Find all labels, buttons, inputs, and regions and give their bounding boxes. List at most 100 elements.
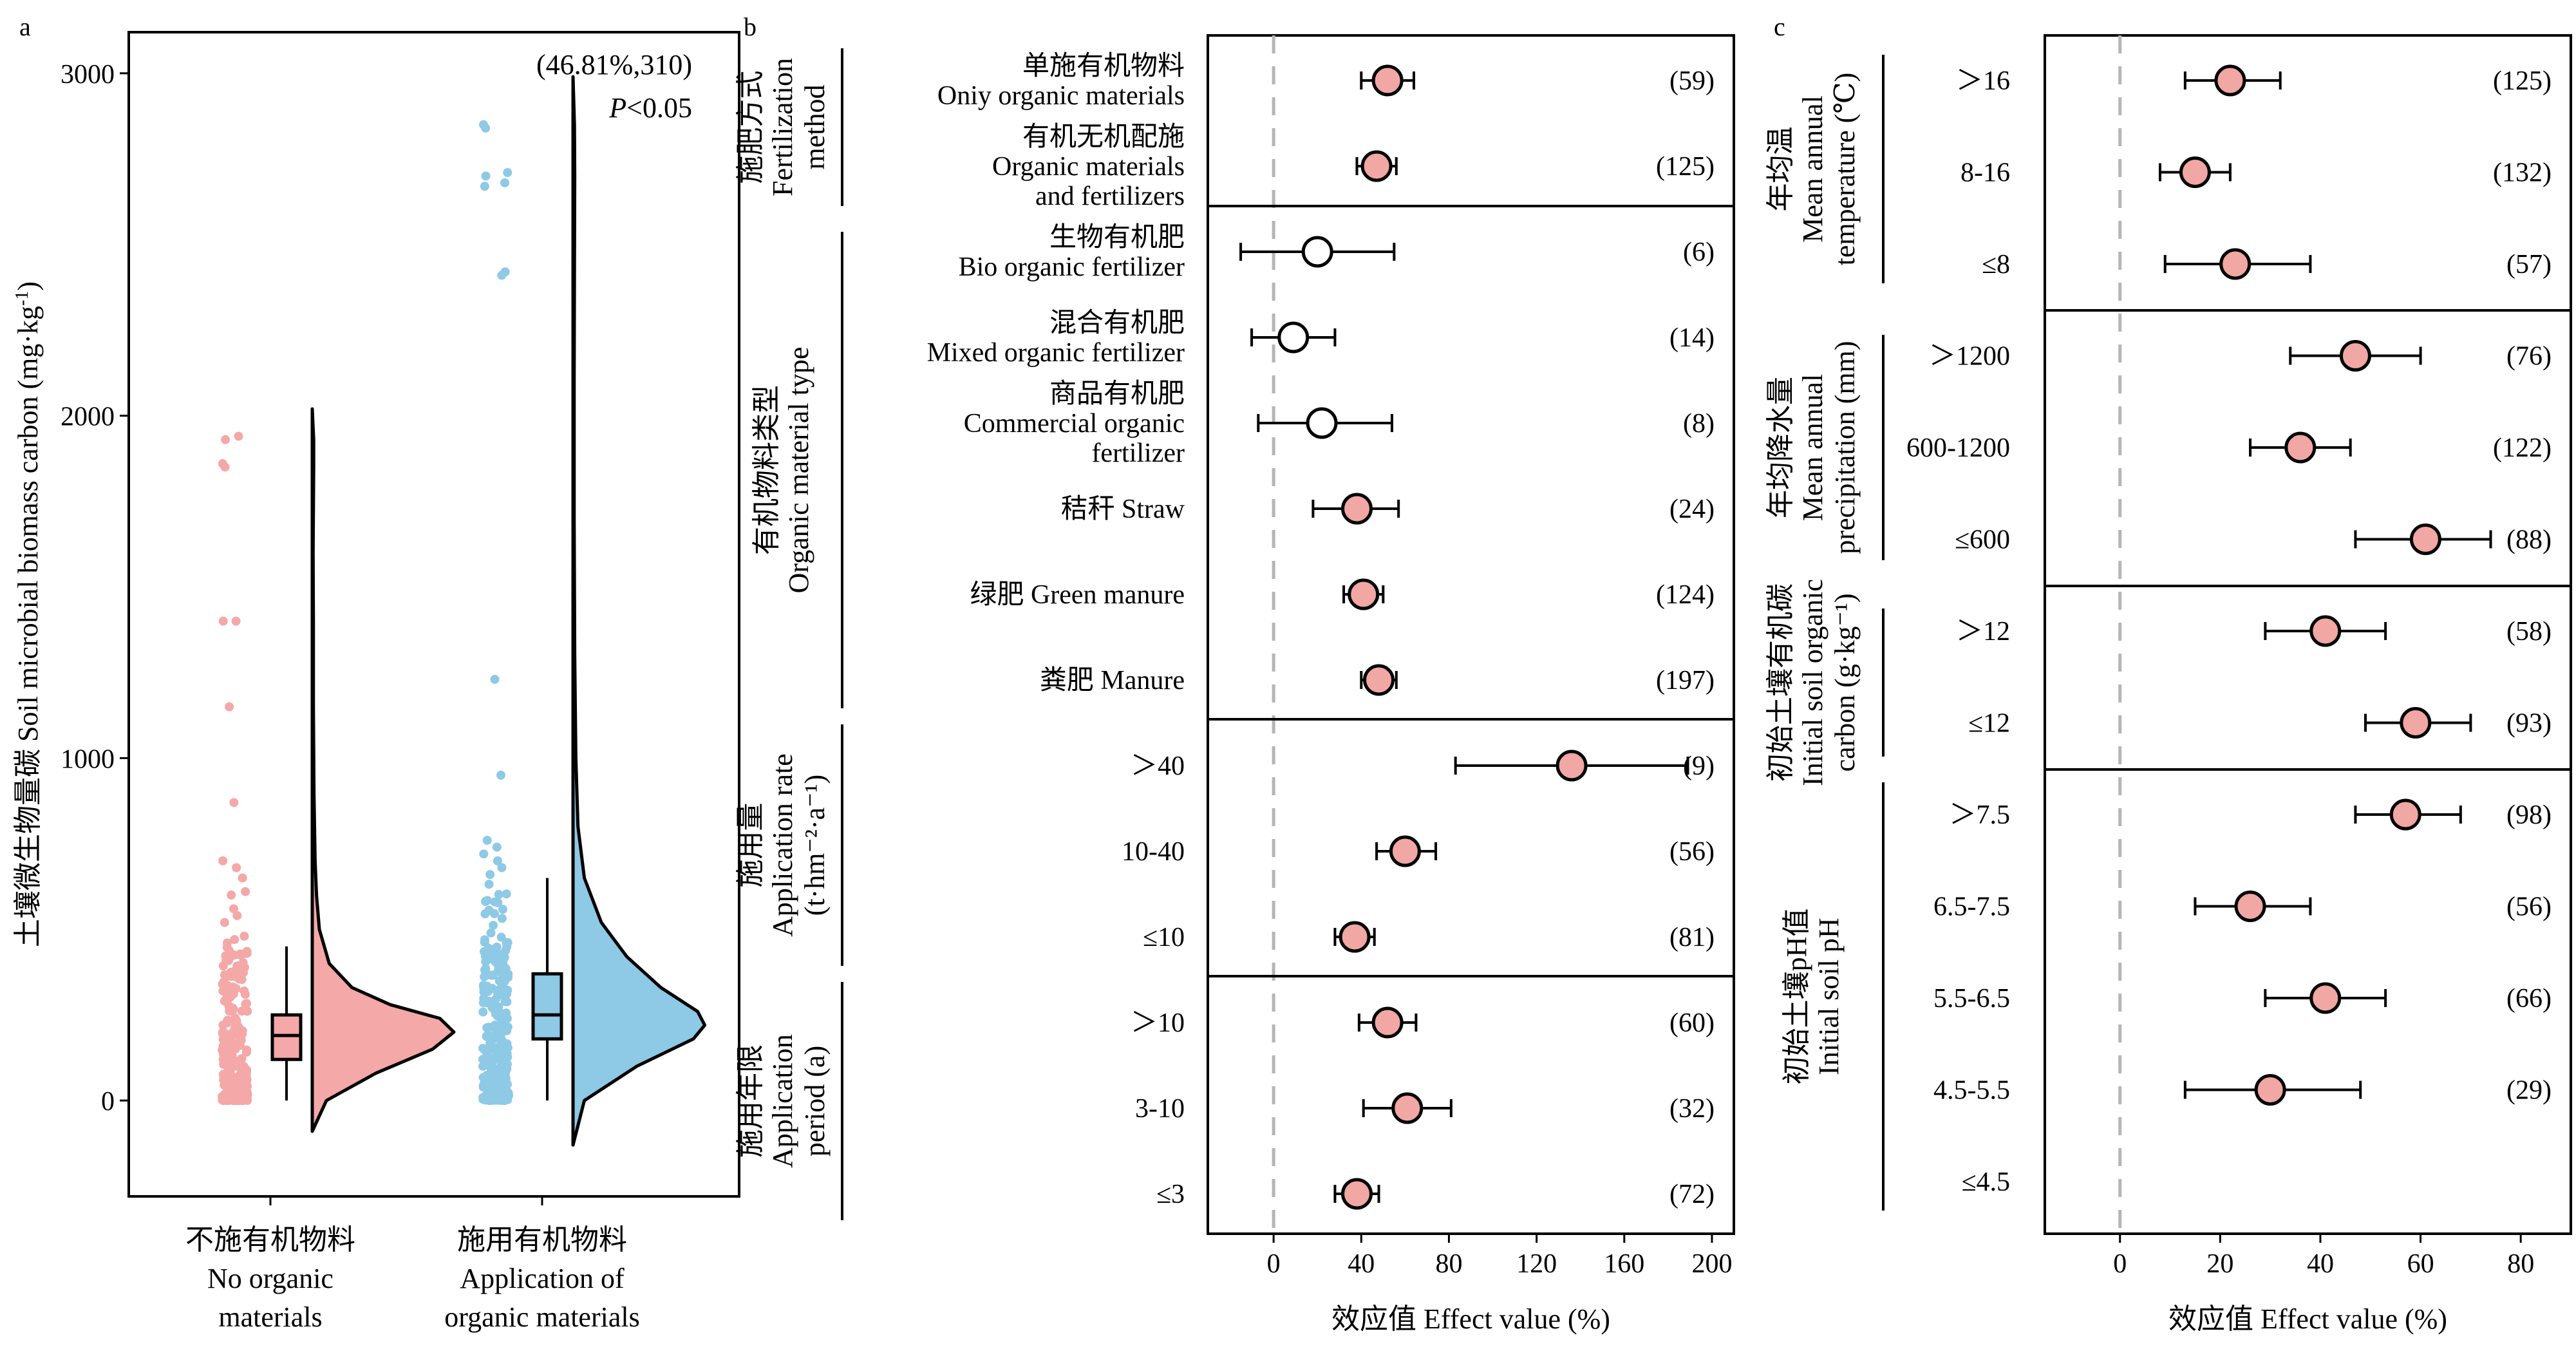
data-point bbox=[240, 990, 250, 999]
row-label: 商品有机肥 bbox=[1049, 379, 1185, 409]
panel-label: c bbox=[1774, 12, 1785, 41]
data-point bbox=[502, 1064, 512, 1073]
data-point bbox=[478, 1055, 488, 1064]
data-point bbox=[490, 897, 500, 907]
annotation-text: (46.81%,310) bbox=[536, 49, 692, 80]
row-label: 8-16 bbox=[1960, 158, 2010, 188]
effect-point bbox=[2179, 156, 2211, 188]
sample-size-label: (76) bbox=[2506, 342, 2552, 372]
sample-size-label: (14) bbox=[1669, 323, 1715, 353]
data-point bbox=[503, 168, 512, 178]
data-point bbox=[222, 938, 232, 948]
effect-point bbox=[1340, 493, 1373, 525]
data-point bbox=[482, 1032, 491, 1041]
data-point bbox=[480, 1095, 490, 1105]
x-tick-label: 80 bbox=[1435, 1249, 1462, 1279]
row-label: ≤8 bbox=[1982, 250, 2010, 279]
x-tick-label: 200 bbox=[1691, 1249, 1732, 1279]
data-point bbox=[489, 909, 499, 918]
row-label: ≤12 bbox=[1968, 709, 2010, 739]
y-axis-title-end: ) bbox=[12, 281, 44, 291]
data-point bbox=[225, 948, 234, 958]
data-point bbox=[221, 435, 230, 444]
row-label: and fertilizers bbox=[1035, 182, 1185, 211]
data-point bbox=[498, 905, 507, 914]
row-label: 3-10 bbox=[1135, 1094, 1185, 1124]
effect-point bbox=[2284, 431, 2317, 464]
data-point bbox=[502, 1044, 511, 1053]
data-point bbox=[484, 1023, 494, 1032]
data-point bbox=[500, 997, 510, 1006]
effect-point bbox=[1277, 321, 1310, 354]
effect-point bbox=[1363, 664, 1395, 696]
data-point bbox=[491, 1027, 501, 1037]
effect-point bbox=[1371, 1006, 1404, 1039]
y-axis-title-sup: -1 bbox=[12, 291, 32, 306]
panel-c-forest-plot: c 0 20 40 60 80 效应值 Effect value (%) ＞16 (125) 8-… bbox=[1765, 12, 2572, 1335]
effect-point bbox=[1389, 835, 1421, 867]
data-point bbox=[484, 996, 494, 1006]
panel-a-frame bbox=[127, 31, 740, 1198]
x-category-label: organic materials bbox=[444, 1301, 639, 1333]
data-point bbox=[218, 856, 228, 865]
data-point bbox=[493, 1085, 503, 1095]
effect-point bbox=[1339, 921, 1371, 953]
panel-a-raincloud: a 0 1000 2000 3000 土壤微生物量碳 Soil microbial bio… bbox=[12, 12, 740, 1333]
row-label: 6.5-7.5 bbox=[1933, 892, 2010, 922]
data-point bbox=[478, 981, 488, 990]
group-label: Mean annual bbox=[1797, 95, 1829, 242]
forest-group-2: ＞12 (58) ≤12 (93) 初始土壤有机碳 Initial soil organi… bbox=[1765, 579, 2552, 786]
sample-size-label: (132) bbox=[2493, 158, 2552, 188]
data-point bbox=[503, 1052, 512, 1062]
row-label: Oniy organic materials bbox=[937, 81, 1185, 111]
row-label: 粪肥 Manure bbox=[1040, 666, 1185, 695]
sample-size-label: (81) bbox=[1669, 923, 1715, 952]
data-point bbox=[230, 935, 240, 945]
effect-point bbox=[1391, 1092, 1424, 1124]
data-point bbox=[218, 961, 228, 971]
group-label: 年均降水量 bbox=[1765, 377, 1796, 518]
effect-point bbox=[2339, 340, 2371, 372]
group-label: period (a) bbox=[799, 1046, 831, 1156]
sample-size-label: (124) bbox=[1656, 580, 1715, 610]
sample-size-label: (122) bbox=[2493, 433, 2552, 463]
data-point bbox=[502, 889, 511, 899]
effect-point bbox=[1306, 407, 1338, 439]
data-point bbox=[227, 891, 236, 900]
data-point bbox=[492, 842, 502, 852]
row-label: ＞12 bbox=[1956, 617, 2010, 646]
row-label: 单施有机物料 bbox=[1022, 52, 1185, 81]
data-point bbox=[228, 982, 238, 992]
sample-size-label: (58) bbox=[2506, 617, 2552, 646]
row-label: ≤3 bbox=[1156, 1180, 1185, 1209]
data-point bbox=[235, 1031, 245, 1041]
sample-size-label: (59) bbox=[1669, 66, 1715, 96]
sample-size-label: (60) bbox=[1669, 1008, 1715, 1038]
row-label: ＞16 bbox=[1956, 66, 2010, 96]
panel-label-a: a bbox=[19, 12, 31, 41]
effect-point bbox=[2234, 891, 2266, 922]
density-curve bbox=[310, 407, 456, 1133]
sample-size-label: (125) bbox=[2493, 66, 2552, 96]
data-point bbox=[492, 942, 502, 952]
sample-size-label: (6) bbox=[1683, 238, 1715, 267]
data-point bbox=[226, 1016, 236, 1026]
panel-frame bbox=[2044, 34, 2572, 1235]
data-point bbox=[480, 909, 490, 919]
data-point bbox=[494, 890, 503, 900]
effect-point bbox=[2254, 1074, 2286, 1106]
data-point bbox=[496, 932, 506, 942]
sample-size-label: (57) bbox=[2506, 250, 2552, 279]
x-tick-label: 60 bbox=[2407, 1249, 2434, 1279]
data-point bbox=[482, 1070, 492, 1080]
data-point bbox=[225, 1068, 234, 1077]
data-point bbox=[238, 873, 247, 883]
row-label: 绿肥 Green manure bbox=[970, 580, 1185, 610]
data-point bbox=[220, 1053, 230, 1062]
y-axis-title-main: 土壤微生物量碳 Soil microbial biomass carbon (m… bbox=[12, 306, 44, 947]
sample-size-label: (197) bbox=[1656, 666, 1715, 695]
x-tick-label: 160 bbox=[1604, 1249, 1644, 1279]
p-value-rest: <0.05 bbox=[626, 92, 692, 124]
data-point bbox=[234, 1056, 243, 1066]
row-label: 秸秆 Straw bbox=[1061, 495, 1185, 524]
